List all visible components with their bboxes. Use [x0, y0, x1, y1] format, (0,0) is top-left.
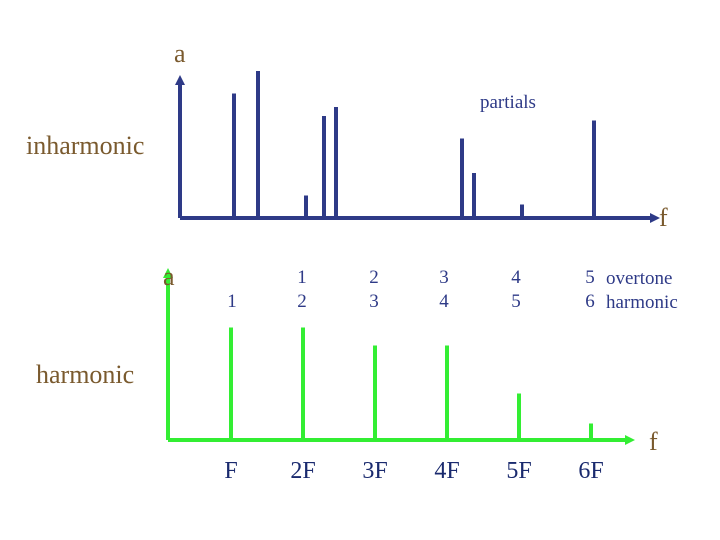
frequency-label-6f: 6F — [578, 458, 603, 484]
overtone-number-3: 3 — [439, 267, 449, 288]
overtone-number-1: 1 — [297, 267, 307, 288]
harmonic-number-6: 6 — [585, 291, 595, 312]
frequency-label-5f: 5F — [506, 458, 531, 484]
harmonic-number-1: 1 — [227, 291, 237, 312]
overtone-number-5: 5 — [585, 267, 595, 288]
harmonic-number-3: 3 — [369, 291, 379, 312]
harmonic-number-4: 4 — [439, 291, 449, 312]
frequency-label-3f: 3F — [362, 458, 387, 484]
harmonic-title: harmonic — [36, 360, 134, 389]
harmonic-number-5: 5 — [511, 291, 521, 312]
inharmonic-x-label: f — [659, 203, 668, 232]
overtone-number-2: 2 — [369, 267, 379, 288]
overtone-word: overtone — [606, 268, 672, 289]
harmonic-x-label: f — [649, 427, 658, 456]
frequency-label-f: F — [224, 458, 237, 484]
overtone-number-4: 4 — [511, 267, 521, 288]
inharmonic-partials — [232, 71, 596, 218]
frequency-label-2f: 2F — [290, 458, 315, 484]
harmonic-labels: 1 2 3 4 51 2 3 4 5 6F 2F 3F 4F 5F 6F — [224, 267, 603, 484]
partials-label: partials — [480, 92, 536, 113]
inharmonic-title: inharmonic — [26, 131, 144, 160]
frequency-label-4f: 4F — [434, 458, 459, 484]
harmonic-number-2: 2 — [297, 291, 307, 312]
harmonic-partials — [229, 327, 593, 440]
harmonic-y-label: a — [163, 262, 175, 291]
harmonic-word: harmonic — [606, 292, 678, 313]
inharmonic-y-label: a — [174, 39, 186, 68]
